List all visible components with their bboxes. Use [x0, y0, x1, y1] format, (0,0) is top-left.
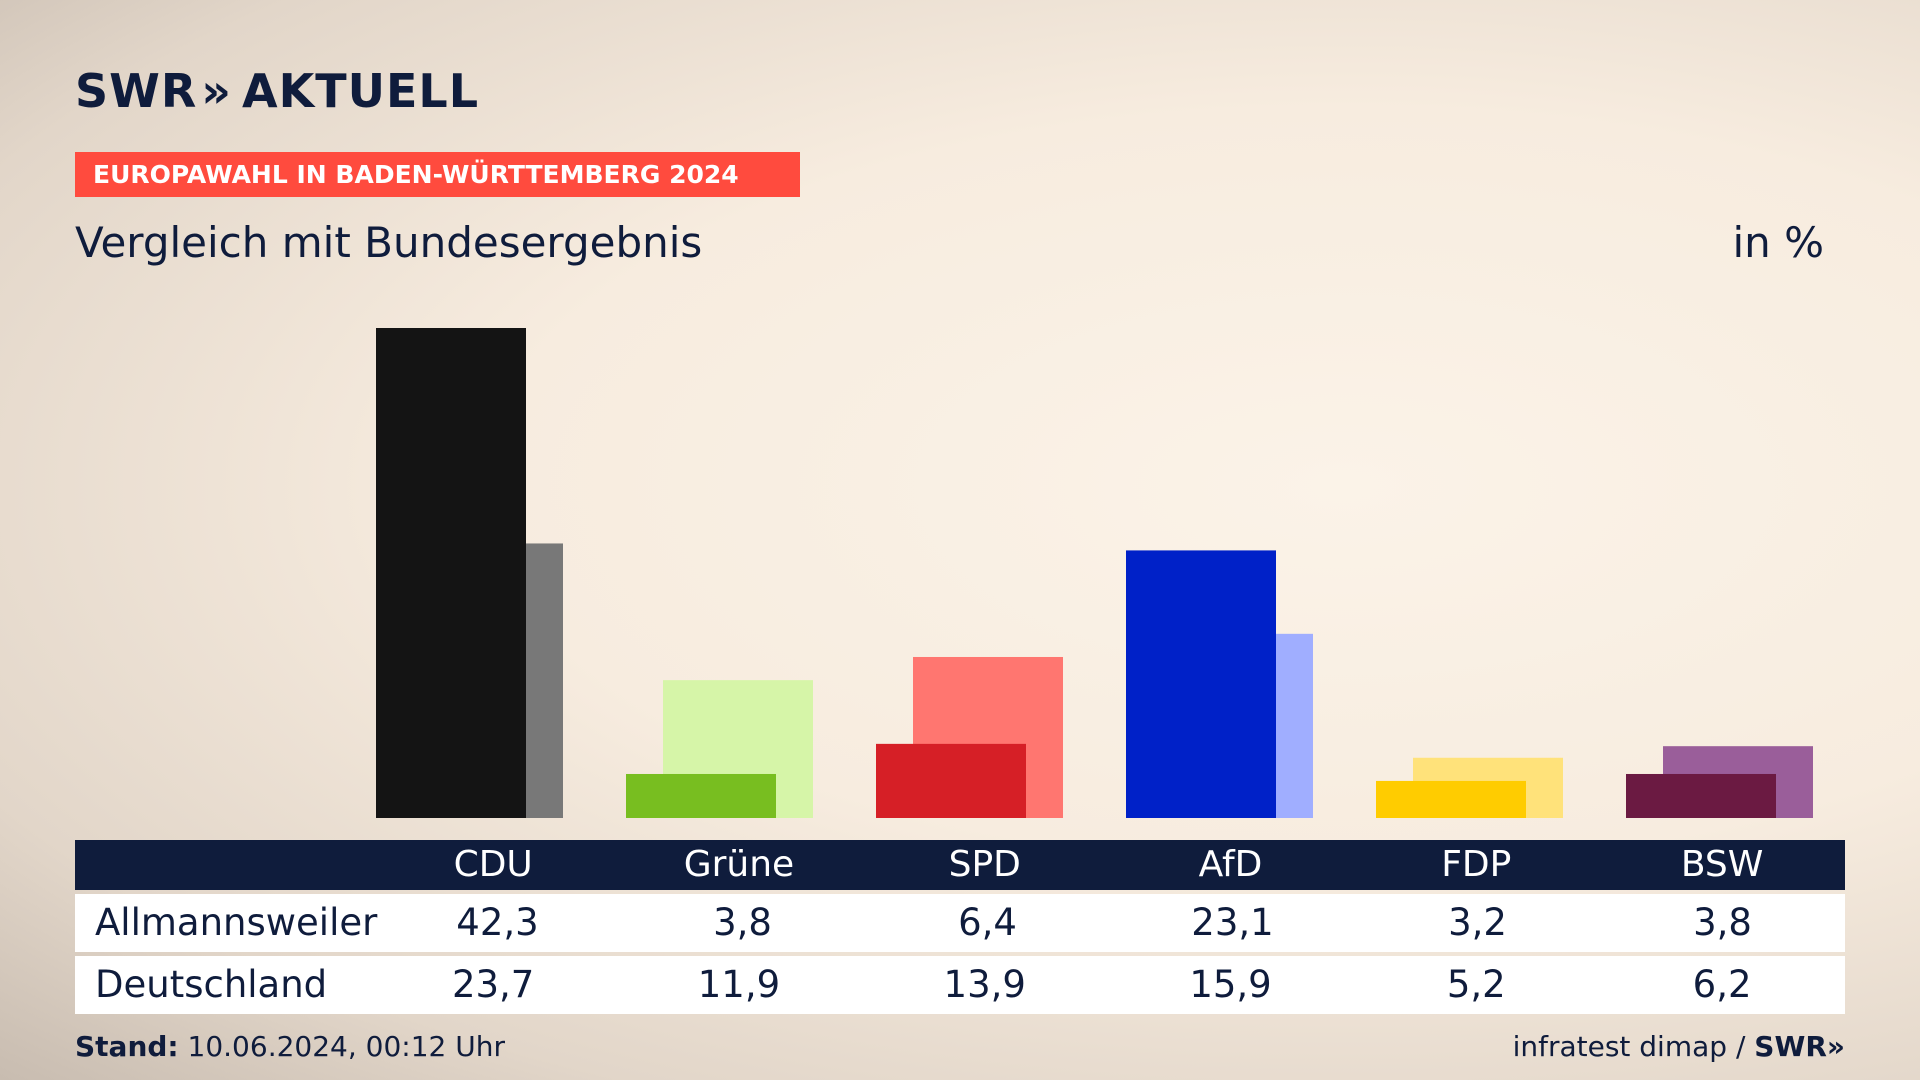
- row-label-deutschland: Deutschland: [95, 963, 328, 1006]
- chart-subtitle: Vergleich mit Bundesergebnis: [75, 218, 703, 267]
- bar-allmannsweiler-afd: [1126, 550, 1276, 818]
- header-afd: AfD: [1198, 844, 1263, 885]
- table-header: CDU Grüne SPD AfD FDP BSW: [75, 840, 1845, 890]
- value-cell: 11,9: [697, 963, 781, 1006]
- logo-arrows: »: [201, 64, 233, 118]
- bar-allmannsweiler-spd: [876, 743, 1026, 818]
- value-cell: 5,2: [1446, 963, 1506, 1006]
- footer-source: infratest dimap / SWR»: [1513, 1030, 1845, 1063]
- results-table: CDU Grüne SPD AfD FDP BSW Allmannsweiler…: [75, 840, 1845, 1014]
- header-spd: SPD: [948, 844, 1021, 885]
- header-fdp: FDP: [1441, 844, 1512, 885]
- bar-allmannsweiler-fdp: [1376, 780, 1526, 818]
- value-cell: 15,9: [1189, 963, 1272, 1006]
- table-row-allmannsweiler: Allmannsweiler 42,3 3,8 6,4 23,1 3,2 3,8: [75, 894, 1845, 952]
- swr-aktuell-logo: SWR» AKTUELL: [75, 68, 479, 114]
- source-slash: /: [1735, 1030, 1746, 1063]
- value-cell: 23,7: [451, 963, 535, 1006]
- header-bsw: BSW: [1680, 844, 1764, 885]
- value-cell: 6,4: [958, 901, 1017, 944]
- stand-value: 10.06.2024, 00:12 Uhr: [187, 1030, 505, 1063]
- header-spacer: [75, 840, 370, 890]
- value-cell: 23,1: [1191, 901, 1274, 944]
- kicker-banner: EUROPAWAHL IN BADEN-WÜRTTEMBERG 2024: [75, 152, 800, 197]
- value-cell: 3,8: [713, 901, 772, 944]
- row-label-allmannsweiler: Allmannsweiler: [95, 901, 378, 944]
- value-cell: 3,2: [1448, 901, 1507, 944]
- value-cell: 6,2: [1692, 963, 1752, 1006]
- value-cell: 42,3: [456, 901, 539, 944]
- swr-mini-logo: SWR»: [1754, 1030, 1845, 1063]
- header-gruene: Grüne: [683, 844, 795, 885]
- table-row-deutschland: Deutschland 23,7 11,9 13,9 15,9 5,2 6,2: [75, 956, 1845, 1014]
- logo-aktuell: AKTUELL: [242, 64, 480, 118]
- logo-swr: SWR: [75, 64, 198, 118]
- header-cdu: CDU: [453, 844, 533, 885]
- bar-chart: [376, 328, 1813, 818]
- value-cell: 3,8: [1693, 901, 1752, 944]
- bar-allmannsweiler-bsw: [1626, 773, 1776, 818]
- source-label: infratest dimap: [1512, 1030, 1728, 1063]
- footer-timestamp: Stand: 10.06.2024, 00:12 Uhr: [75, 1030, 505, 1063]
- unit-label: in %: [1732, 218, 1824, 267]
- bar-allmannsweiler-cdu: [376, 328, 526, 818]
- bar-allmannsweiler-grüne: [626, 773, 776, 818]
- value-cell: 13,9: [943, 963, 1026, 1006]
- stand-label: Stand:: [75, 1030, 179, 1063]
